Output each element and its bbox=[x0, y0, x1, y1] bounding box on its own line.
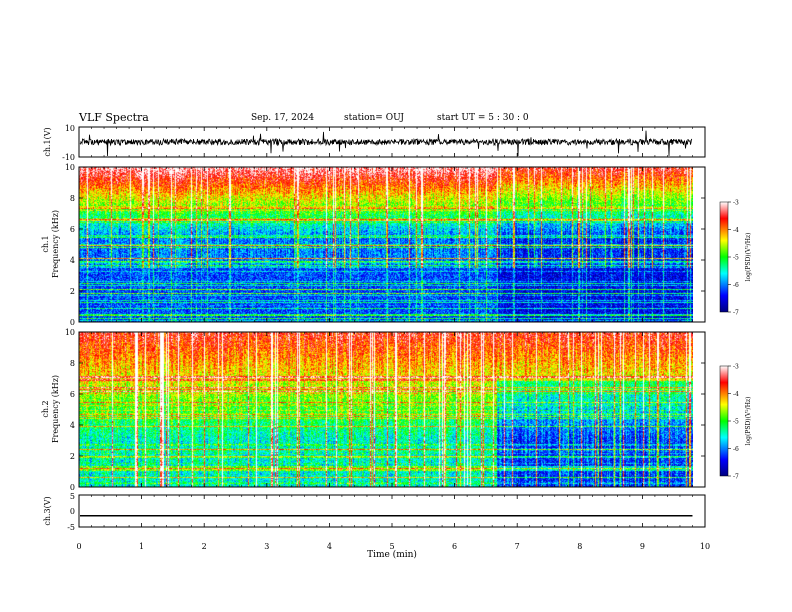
time-tick-label: 10 bbox=[700, 542, 710, 551]
colorbar-tick-label: -4 bbox=[733, 227, 739, 234]
colorbar-tick-label: -5 bbox=[733, 419, 739, 426]
ch1-waveform-line bbox=[79, 130, 693, 157]
ch1-waveform-ylabel: ch.1(V) bbox=[43, 127, 52, 156]
colorbar-tick-label: -7 bbox=[733, 310, 739, 317]
ch3-ytick-top: 5 bbox=[70, 492, 75, 501]
frequency-tick-label: 6 bbox=[70, 390, 75, 399]
time-tick-label: 0 bbox=[76, 542, 81, 551]
ch2-spec-ylabel: Frequency (kHz) bbox=[51, 375, 60, 443]
frequency-tick-label: 0 bbox=[70, 483, 75, 492]
time-tick-label: 7 bbox=[515, 542, 520, 551]
time-tick-label: 5 bbox=[389, 542, 394, 551]
time-tick-label: 1 bbox=[139, 542, 144, 551]
ch1-waveform-panel: 10 -10 ch.1(V) bbox=[43, 124, 706, 162]
ch1-ytick-bottom: -10 bbox=[62, 153, 75, 162]
ch1-colorbar bbox=[719, 201, 729, 313]
colorbar-tick-label: -3 bbox=[733, 364, 739, 371]
frequency-tick-label: 10 bbox=[65, 328, 75, 337]
ch2-spec-channel-label: ch.2 bbox=[41, 400, 50, 417]
ch2-colorbar-label: log(PSD)(V²/Hz) bbox=[745, 397, 752, 446]
frequency-tick-label: 4 bbox=[70, 256, 75, 265]
time-tick-label: 2 bbox=[202, 542, 207, 551]
frequency-tick-label: 8 bbox=[70, 194, 75, 203]
ch1-ytick-top: 10 bbox=[65, 124, 75, 133]
colorbar-tick-label: -6 bbox=[733, 446, 739, 453]
time-tick-label: 8 bbox=[577, 542, 582, 551]
ch2-spectrogram-image bbox=[79, 332, 693, 487]
ch1-spec-channel-label: ch.1 bbox=[41, 235, 50, 252]
frequency-tick-label: 6 bbox=[70, 225, 75, 234]
ch1-colorbar-label: log(PSD)(V²/Hz) bbox=[745, 233, 752, 282]
frequency-tick-label: 2 bbox=[70, 287, 75, 296]
start-time-label: start UT = 5 : 30 : 0 bbox=[437, 113, 529, 123]
ch3-waveform-panel: 5 0 -5 ch.3(V) bbox=[43, 492, 706, 532]
time-tick-label: 4 bbox=[327, 542, 332, 551]
ch3-waveform-ylabel: ch.3(V) bbox=[43, 496, 52, 525]
time-axis-label: Time (min) bbox=[367, 549, 417, 560]
frequency-tick-label: 2 bbox=[70, 452, 75, 461]
ch2-colorbar bbox=[719, 365, 729, 477]
chart-title: VLF Spectra bbox=[79, 111, 149, 124]
colorbar-tick-label: -5 bbox=[733, 255, 739, 262]
time-tick-label: 9 bbox=[640, 542, 645, 551]
frequency-tick-label: 10 bbox=[65, 163, 75, 172]
time-tick-label: 6 bbox=[452, 542, 457, 551]
colorbar-tick-label: -6 bbox=[733, 282, 739, 289]
colorbar-tick-label: -3 bbox=[733, 200, 739, 207]
station-label: station= OUJ bbox=[344, 113, 405, 123]
date-label: Sep. 17, 2024 bbox=[251, 113, 315, 123]
ch1-spec-ylabel: Frequency (kHz) bbox=[51, 210, 60, 278]
time-axis: 0 1 2 3 4 5 6 7 8 9 10 bbox=[76, 127, 710, 551]
ch3-ytick-mid: 0 bbox=[70, 507, 75, 516]
frequency-tick-label: 0 bbox=[70, 318, 75, 327]
time-tick-label: 3 bbox=[264, 542, 269, 551]
ch1-spectrogram-image bbox=[79, 167, 693, 322]
colorbar-tick-label: -4 bbox=[733, 391, 739, 398]
frequency-tick-label: 4 bbox=[70, 421, 75, 430]
colorbar-tick-label: -7 bbox=[733, 474, 739, 481]
frequency-tick-label: 8 bbox=[70, 359, 75, 368]
ch3-ytick-bottom: -5 bbox=[67, 523, 75, 532]
